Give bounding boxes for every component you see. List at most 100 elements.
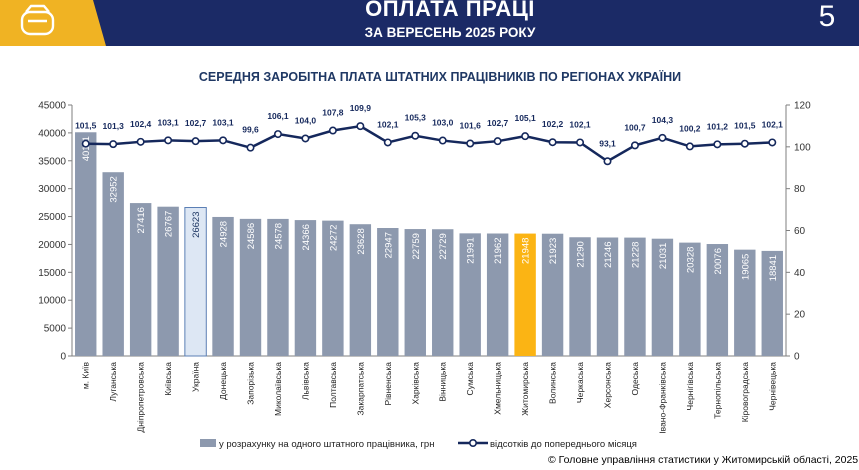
bar-value-label: 21246 bbox=[603, 241, 614, 267]
bar-value-label: 26767 bbox=[164, 211, 175, 237]
header-banner: ОПЛАТА ПРАЦІ ЗА ВЕРЕСЕНЬ 2025 РОКУ 5 bbox=[0, 0, 859, 46]
percent-marker bbox=[246, 143, 255, 152]
percent-label: 105,1 bbox=[514, 113, 536, 123]
category-label: Миколаївська bbox=[273, 362, 283, 416]
bar-value-label: 21991 bbox=[466, 237, 477, 263]
legend-bar-label: у розрахунку на одного штатного працівни… bbox=[219, 439, 434, 450]
bar-value-label: 21228 bbox=[630, 242, 641, 268]
category-label: Черкаська bbox=[575, 362, 585, 403]
bar-value-label: 20076 bbox=[713, 248, 724, 274]
percent-label: 101,5 bbox=[734, 121, 756, 131]
bar-value-label: 19065 bbox=[740, 254, 751, 280]
right-tick-label: 20 bbox=[794, 310, 806, 321]
category-label: Луганська bbox=[108, 362, 118, 402]
percent-line bbox=[85, 124, 773, 163]
percent-label: 107,8 bbox=[322, 108, 344, 118]
bar-value-label: 24586 bbox=[246, 223, 257, 249]
percent-marker bbox=[219, 136, 228, 145]
bar bbox=[624, 237, 646, 356]
category-label: Львівська bbox=[300, 362, 310, 400]
bar bbox=[651, 238, 674, 356]
bar bbox=[377, 228, 399, 356]
percent-marker bbox=[768, 138, 777, 147]
left-tick-label: 5000 bbox=[44, 324, 67, 335]
left-tick-label: 40000 bbox=[38, 128, 66, 139]
legend-line-marker bbox=[468, 438, 477, 447]
percent-marker bbox=[713, 140, 722, 149]
percent-label: 105,3 bbox=[405, 113, 427, 123]
percent-label: 104,3 bbox=[652, 115, 674, 125]
percent-label: 102,1 bbox=[377, 119, 399, 129]
bar-value-label: 21962 bbox=[493, 238, 504, 264]
bar-value-label: 21031 bbox=[658, 243, 669, 269]
percent-marker bbox=[548, 138, 557, 147]
percent-label: 93,1 bbox=[599, 138, 616, 148]
bar bbox=[761, 250, 783, 356]
bar-value-label: 40111 bbox=[81, 136, 92, 161]
percent-marker bbox=[576, 138, 585, 147]
percent-marker bbox=[191, 137, 200, 146]
header-title: ОПЛАТА ПРАЦІ bbox=[365, 0, 535, 21]
category-label: Вінницька bbox=[438, 362, 448, 402]
percent-label: 103,0 bbox=[432, 118, 454, 128]
category-label: Одеська bbox=[630, 362, 640, 396]
right-tick-label: 120 bbox=[794, 101, 811, 112]
header-background bbox=[0, 0, 859, 46]
bar bbox=[129, 203, 152, 356]
bar bbox=[349, 224, 372, 356]
percent-label: 100,2 bbox=[679, 123, 701, 133]
percent-marker bbox=[273, 130, 282, 139]
legend-bar-swatch bbox=[200, 439, 216, 447]
percent-marker bbox=[603, 157, 612, 166]
percent-label: 102,7 bbox=[185, 118, 207, 128]
bar bbox=[569, 237, 591, 356]
bar-value-label: 18841 bbox=[768, 255, 779, 281]
percent-marker bbox=[685, 142, 694, 151]
bar bbox=[75, 132, 97, 356]
bar bbox=[459, 233, 481, 356]
header-navy-band bbox=[0, 0, 859, 46]
percent-label: 101,5 bbox=[75, 121, 97, 131]
wallet-icon bbox=[20, 4, 55, 36]
category-label: Тернопільська bbox=[712, 362, 722, 419]
bar bbox=[239, 218, 262, 356]
bar bbox=[514, 233, 536, 356]
percent-marker bbox=[630, 141, 639, 150]
bar-value-label: 26623 bbox=[191, 212, 202, 238]
percent-label: 100,7 bbox=[624, 122, 646, 132]
category-label: Чернівецька bbox=[767, 362, 777, 411]
percent-marker bbox=[740, 139, 749, 148]
percent-label: 103,1 bbox=[212, 117, 234, 127]
bar bbox=[679, 242, 701, 356]
left-tick-label: 0 bbox=[60, 352, 66, 363]
percent-marker bbox=[411, 131, 420, 140]
percent-marker bbox=[493, 137, 502, 146]
percent-label: 102,2 bbox=[542, 119, 564, 129]
percent-label: 104,0 bbox=[295, 115, 317, 125]
percent-label: 101,3 bbox=[103, 121, 125, 131]
percent-label: 102,4 bbox=[130, 119, 152, 129]
header-subtitle: ЗА ВЕРЕСЕНЬ 2025 РОКУ bbox=[364, 25, 536, 40]
category-label: Сумська bbox=[465, 362, 475, 396]
legend-line-label: відсотків до попереднього місяця bbox=[490, 439, 637, 450]
percent-label: 99,6 bbox=[242, 125, 259, 135]
bar bbox=[734, 249, 756, 356]
bar-value-label: 27416 bbox=[136, 207, 147, 233]
bar-value-label: 21948 bbox=[521, 238, 532, 264]
left-tick-label: 30000 bbox=[38, 184, 66, 195]
category-label: Житомирська bbox=[520, 362, 530, 416]
category-label: Полтавська bbox=[328, 362, 338, 408]
percent-label: 109,9 bbox=[350, 103, 372, 113]
category-label: Донецька bbox=[218, 362, 228, 400]
percent-marker bbox=[466, 139, 475, 148]
percent-label: 102,7 bbox=[487, 118, 509, 128]
bar-value-label: 21290 bbox=[576, 241, 587, 267]
left-tick-label: 35000 bbox=[38, 156, 66, 167]
bar bbox=[184, 207, 207, 357]
bar-value-label: 24928 bbox=[219, 221, 230, 247]
left-tick-label: 10000 bbox=[38, 296, 66, 307]
bar-value-label: 32952 bbox=[109, 176, 120, 202]
footer-source: © Головне управління статистики у Житоми… bbox=[548, 454, 859, 466]
category-label: Хмельницька bbox=[493, 362, 503, 415]
